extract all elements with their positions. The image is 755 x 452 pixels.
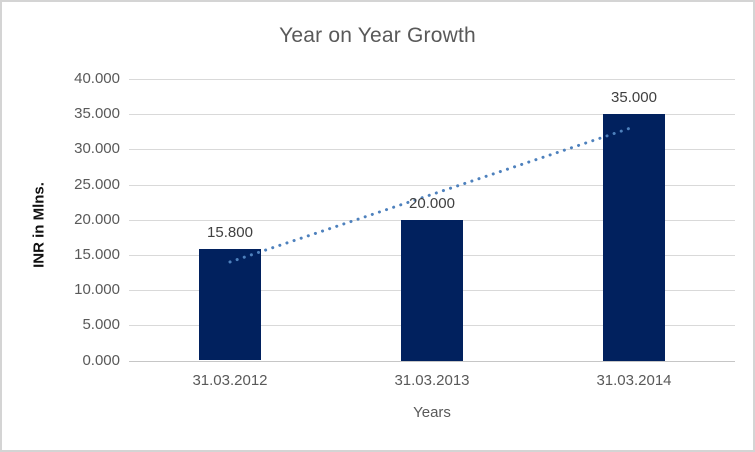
bar-data-label: 15.800 xyxy=(207,224,253,242)
bar-31.03.2012 xyxy=(199,249,261,361)
y-tick-label: 0.000 xyxy=(82,351,120,369)
bar-31.03.2013 xyxy=(401,219,463,361)
gridline xyxy=(129,79,735,80)
chart-title: Year on Year Growth xyxy=(279,24,476,47)
y-tick-label: 10.000 xyxy=(74,281,120,299)
x-tick-label: 31.03.2014 xyxy=(596,372,672,389)
y-tick-label: 20.000 xyxy=(74,210,120,228)
x-tick-label: 31.03.2012 xyxy=(192,372,268,389)
y-tick-label: 25.000 xyxy=(74,175,120,193)
x-tick-label: 31.03.2013 xyxy=(394,372,470,389)
bar-31.03.2014 xyxy=(603,114,665,361)
y-tick-label: 15.000 xyxy=(74,245,120,263)
y-tick-label: 30.000 xyxy=(74,140,120,158)
bar-data-label: 20.000 xyxy=(409,194,455,212)
x-axis-title: Years xyxy=(413,404,451,421)
gridline xyxy=(129,114,735,116)
y-tick-label: 40.000 xyxy=(74,70,120,87)
bar-data-label: 35.000 xyxy=(611,89,657,107)
y-tick-label: 5.000 xyxy=(82,316,120,334)
x-axis-line xyxy=(129,360,735,362)
y-tick-label: 35.000 xyxy=(74,105,120,123)
